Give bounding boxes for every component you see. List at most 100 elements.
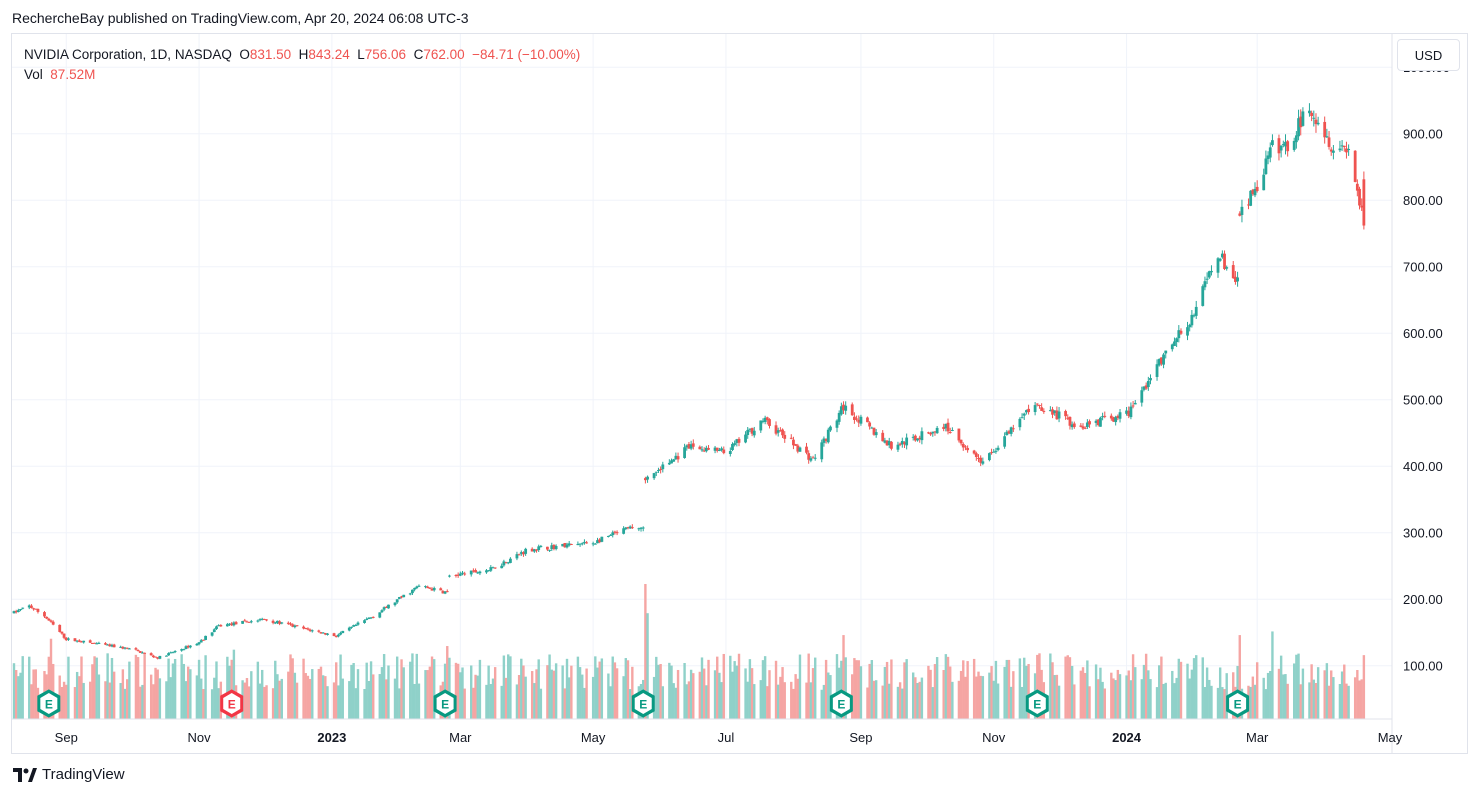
volume-bar (507, 654, 510, 719)
volume-bar (1160, 656, 1163, 719)
candle-body (1190, 314, 1194, 326)
volume-bar (382, 654, 386, 719)
volume-bar (1129, 680, 1133, 719)
volume-bar (1097, 679, 1100, 719)
volume-bar (280, 678, 283, 719)
volume-bar (744, 668, 747, 719)
candle-body (855, 418, 858, 420)
candle-body (829, 426, 832, 431)
volume-bar (1162, 683, 1165, 719)
candle-body (768, 419, 771, 426)
volume-bar (944, 654, 948, 719)
candle-body (469, 570, 473, 575)
volume-bar (750, 668, 754, 719)
volume-bar (308, 678, 312, 719)
volume-bar (716, 656, 719, 719)
volume-bar (47, 656, 51, 719)
volume-bar (1330, 670, 1333, 719)
volume-bar (173, 658, 177, 719)
volume-bar (134, 654, 138, 719)
candle-body (911, 436, 915, 438)
volume-bar (319, 666, 323, 719)
candle-body (12, 611, 16, 614)
volume-bar (258, 683, 262, 719)
time-axis[interactable]: Sep Nov 2023 Mar May Jul Sep Nov 2024 Mar May (55, 730, 1403, 745)
earnings-marker-miss[interactable]: E (220, 689, 244, 718)
candle-body (347, 627, 351, 631)
ohlc-row: NVIDIA Corporation, 1D, NASDAQ O831.50 H… (24, 45, 580, 65)
candle-body (506, 562, 510, 564)
y-tick-label: 100.00 (1403, 658, 1443, 673)
volume-bar (729, 655, 732, 719)
volume-label[interactable]: Vol (24, 67, 43, 82)
candle-body (502, 561, 506, 566)
candle-body (1340, 145, 1344, 147)
volume-bar (110, 657, 114, 719)
y-tick-label: 900.00 (1403, 126, 1443, 141)
earnings-marker-beat[interactable]: E (433, 689, 457, 718)
candle-body (326, 633, 329, 635)
volume-bar (957, 680, 961, 719)
candle-body (249, 621, 253, 623)
candle-body (896, 444, 900, 450)
volume-bar (1195, 655, 1198, 719)
candle-body (448, 575, 451, 577)
candle-body (1103, 415, 1107, 417)
candle-body (1338, 148, 1342, 151)
price-axis[interactable]: 1000.00900.00800.00700.00600.00500.00400… (1403, 60, 1450, 674)
candle-body (199, 640, 203, 643)
volume-bar (1173, 683, 1176, 719)
volume-bar (596, 667, 599, 719)
candle-body (260, 618, 264, 620)
candle-body (774, 425, 778, 434)
earnings-marker-beat[interactable]: E (1025, 689, 1049, 718)
volume-bar (670, 665, 673, 719)
volume-bar (509, 656, 512, 719)
candle-body (1353, 150, 1357, 182)
volume-bar (302, 658, 305, 719)
candle-body (169, 652, 173, 654)
volume-bar (165, 681, 168, 719)
volume-bar (1343, 664, 1346, 719)
currency-button[interactable]: USD (1397, 39, 1460, 71)
earnings-marker-inner (1229, 693, 1247, 714)
candle-body (903, 442, 906, 445)
candle-body (1101, 416, 1105, 418)
volume-bar (1125, 675, 1128, 719)
volume-bar (295, 682, 299, 719)
earnings-marker-beat[interactable]: E (829, 689, 853, 718)
volume-bar (914, 677, 917, 719)
candle-body (900, 440, 904, 445)
earnings-marker-label: E (837, 698, 845, 712)
volume-bar (668, 662, 671, 719)
volume-bar (1340, 671, 1344, 719)
candle-body (180, 649, 184, 651)
volume-bar (700, 657, 704, 719)
symbol-title[interactable]: NVIDIA Corporation, 1D, NASDAQ (24, 47, 232, 62)
candle-body (165, 655, 168, 657)
tradingview-logo[interactable]: TradingView (13, 766, 125, 783)
earnings-marker-beat[interactable]: E (631, 689, 655, 718)
candle-body (837, 412, 841, 422)
candle-body (611, 532, 615, 536)
earnings-marker-beat[interactable]: E (1226, 689, 1250, 718)
candle-body (576, 543, 580, 546)
volume-bar (1144, 653, 1148, 719)
candle-body (202, 639, 205, 641)
earnings-marker-label: E (441, 698, 449, 712)
candle-body (689, 444, 693, 449)
volume-bar (698, 671, 702, 719)
volume-bar (1118, 674, 1122, 719)
volume-bar (814, 657, 817, 719)
volume-bar (1253, 684, 1257, 719)
earnings-marker-beat[interactable]: E (37, 689, 61, 718)
volume-bar (1027, 663, 1030, 719)
volume-bar (1009, 686, 1013, 719)
volume-bar (798, 654, 802, 719)
candle-body (1294, 135, 1298, 143)
candle-body (304, 628, 308, 630)
volume-bar (659, 664, 662, 719)
volume-bar (337, 685, 340, 719)
